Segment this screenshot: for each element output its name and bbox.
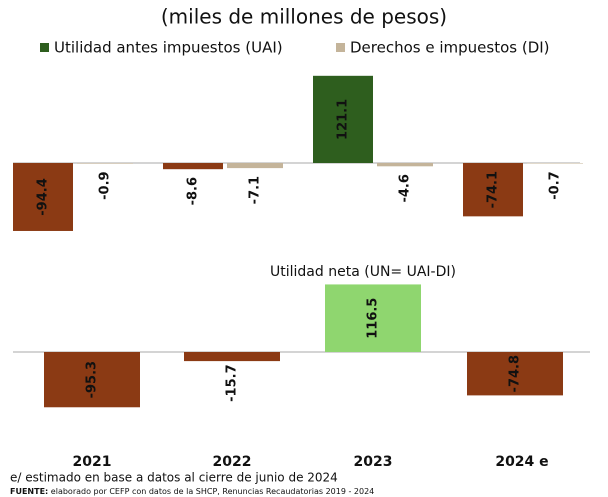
value-label: -74.1 xyxy=(486,171,501,208)
chart-title: Utilidad neta (UN= UAI-DI) xyxy=(270,264,456,280)
value-label: -95.3 xyxy=(85,361,100,398)
x-tick-label: 2023 xyxy=(354,454,393,470)
legend-label: Utilidad antes impuestos (UAI) xyxy=(54,39,283,57)
legend-swatch xyxy=(40,43,49,52)
bar xyxy=(463,163,523,217)
bar xyxy=(325,284,421,352)
value-label: 121.1 xyxy=(336,99,351,140)
bar xyxy=(527,163,583,164)
x-tick-label: 2022 xyxy=(213,454,252,470)
x-tick-label: 2021 xyxy=(73,454,112,470)
value-label: -8.6 xyxy=(186,177,201,205)
value-label: -0.9 xyxy=(98,171,113,199)
footnote: FUENTE: elaborado por CEFP con datos de … xyxy=(10,487,374,496)
legend-label: Derechos e impuestos (DI) xyxy=(350,39,550,57)
value-label: -0.7 xyxy=(548,171,563,199)
source: elaborado por CEFP con datos de la SHCP,… xyxy=(51,487,374,496)
value-label: -4.6 xyxy=(398,174,413,202)
bar xyxy=(467,352,563,396)
bar xyxy=(377,163,433,167)
value-label: -94.4 xyxy=(36,178,51,215)
bar xyxy=(44,352,140,408)
bar xyxy=(163,163,223,170)
legend-swatch xyxy=(336,43,345,52)
bar xyxy=(227,163,283,169)
value-label: 116.5 xyxy=(366,298,381,339)
bar xyxy=(313,75,373,163)
value-label: -74.8 xyxy=(508,355,523,392)
x-tick-label: 2024 e xyxy=(495,454,548,470)
value-label: -15.7 xyxy=(225,364,240,401)
value-label: -7.1 xyxy=(248,176,263,204)
footnote: e/ estimado en base a datos al cierre de… xyxy=(10,471,338,485)
source-label: FUENTE: xyxy=(10,487,48,496)
bar xyxy=(184,352,280,362)
chart-title: (miles de millones de pesos) xyxy=(161,5,447,29)
bar xyxy=(77,163,133,164)
bar xyxy=(13,163,73,231)
